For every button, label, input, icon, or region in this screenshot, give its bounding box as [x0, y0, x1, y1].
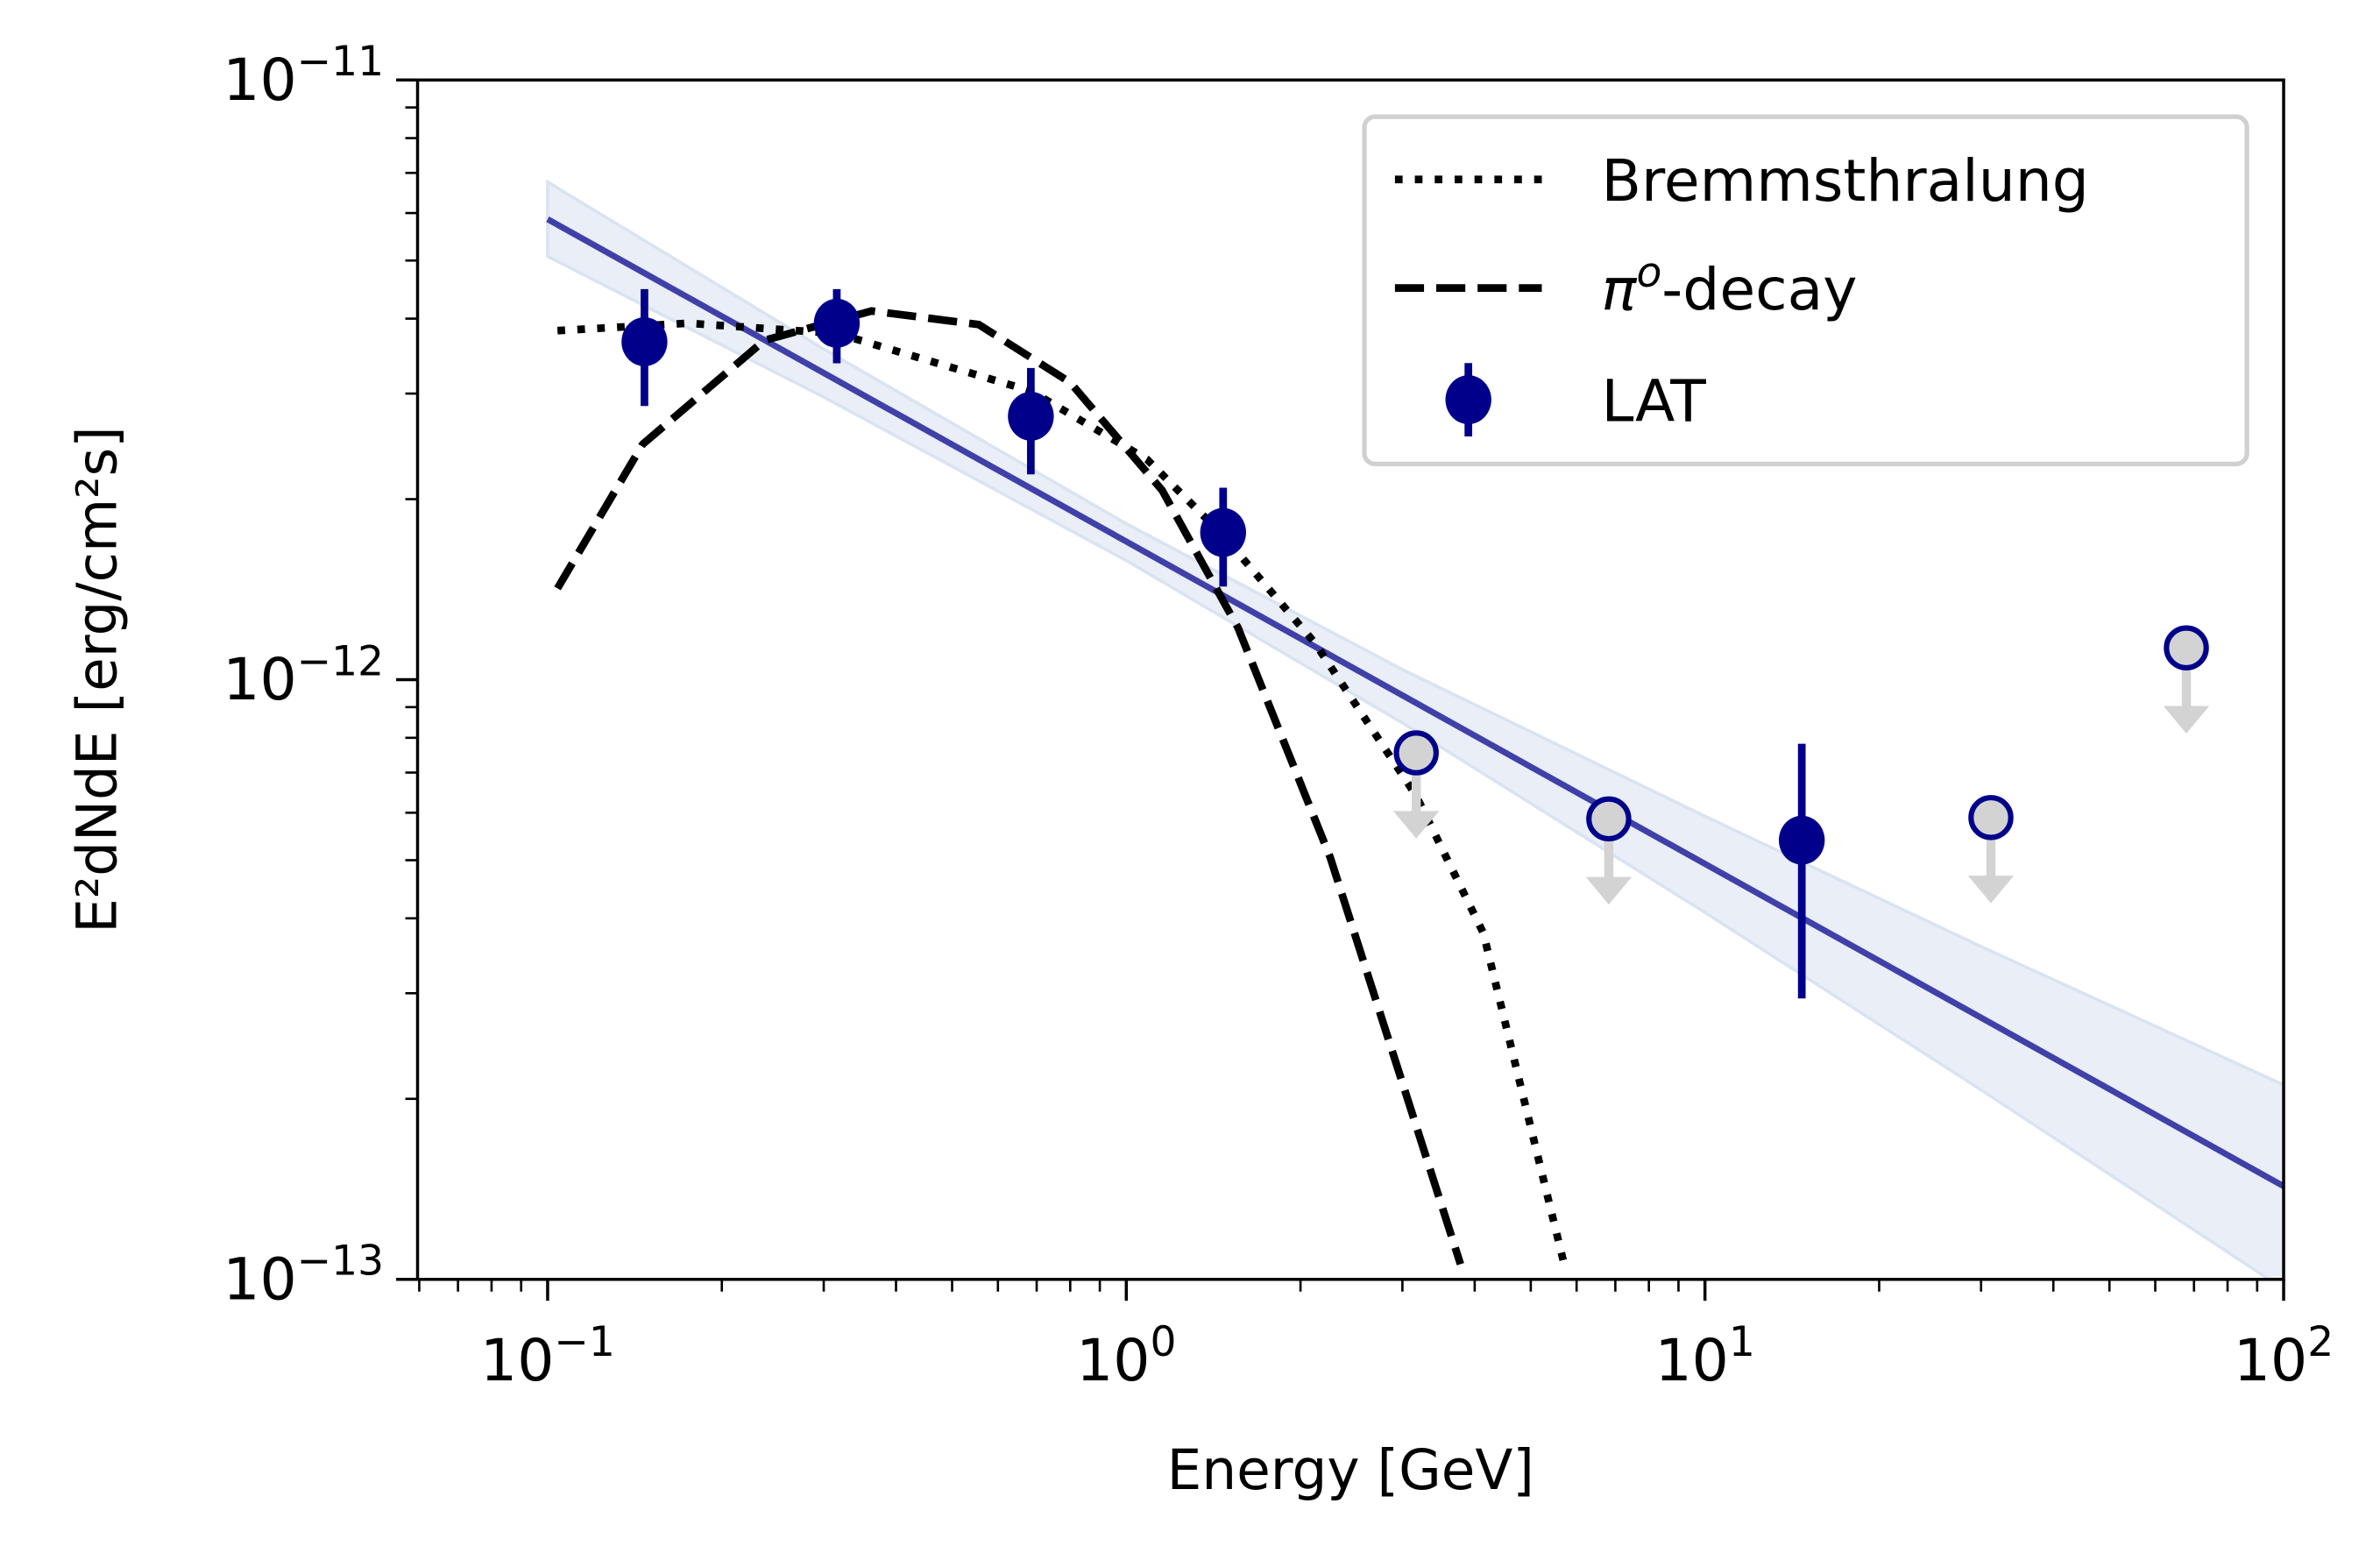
lat-data-point: [1778, 815, 1825, 865]
upper-limit-arrow-head: [1393, 811, 1440, 839]
legend: Bremmsthralung πo-decay LAT: [1362, 114, 2249, 467]
y-tick-label: 10−12: [223, 637, 384, 713]
x-tick-label: 101: [1654, 1318, 1754, 1394]
upper-limit-arrow-head: [2163, 706, 2210, 734]
x-tick-label: 102: [2234, 1318, 2334, 1394]
legend-label-bremsstrahlung: Bremmsthralung: [1602, 146, 2089, 215]
y-tick-label: 10−11: [223, 38, 384, 114]
x-tick-label: 100: [1076, 1318, 1176, 1394]
lat-data-point: [621, 317, 668, 366]
legend-label-pion-decay: πo-decay: [1602, 249, 1858, 323]
x-axis-label: Energy [GeV]: [1167, 1438, 1534, 1502]
legend-label-lat: LAT: [1602, 367, 1707, 436]
lat-data-point: [1200, 507, 1246, 557]
upper-limit-arrow-head: [1967, 876, 2015, 904]
lat-data-point: [813, 298, 861, 348]
upper-limit-marker: [1393, 730, 1439, 776]
bremsstrahlung-curve: [556, 319, 1569, 1266]
pion-decay-curve: [554, 307, 1464, 1266]
x-tick-label: 10−1: [480, 1318, 615, 1394]
y-axis-label: E²dNdE [erg/cm²s]: [66, 426, 130, 933]
y-tick-label: 10−13: [223, 1238, 384, 1314]
upper-limit-arrow-head: [1585, 876, 1633, 905]
legend-box: [1362, 114, 2249, 467]
upper-limit-marker: [2164, 625, 2209, 670]
power-law-fit-line: [546, 216, 2284, 1189]
legend-swatch-lat-marker: [1445, 375, 1491, 425]
upper-limit-marker: [1968, 795, 2014, 840]
upper-limit-marker: [1586, 796, 1632, 842]
lat-data-point: [1008, 391, 1054, 441]
